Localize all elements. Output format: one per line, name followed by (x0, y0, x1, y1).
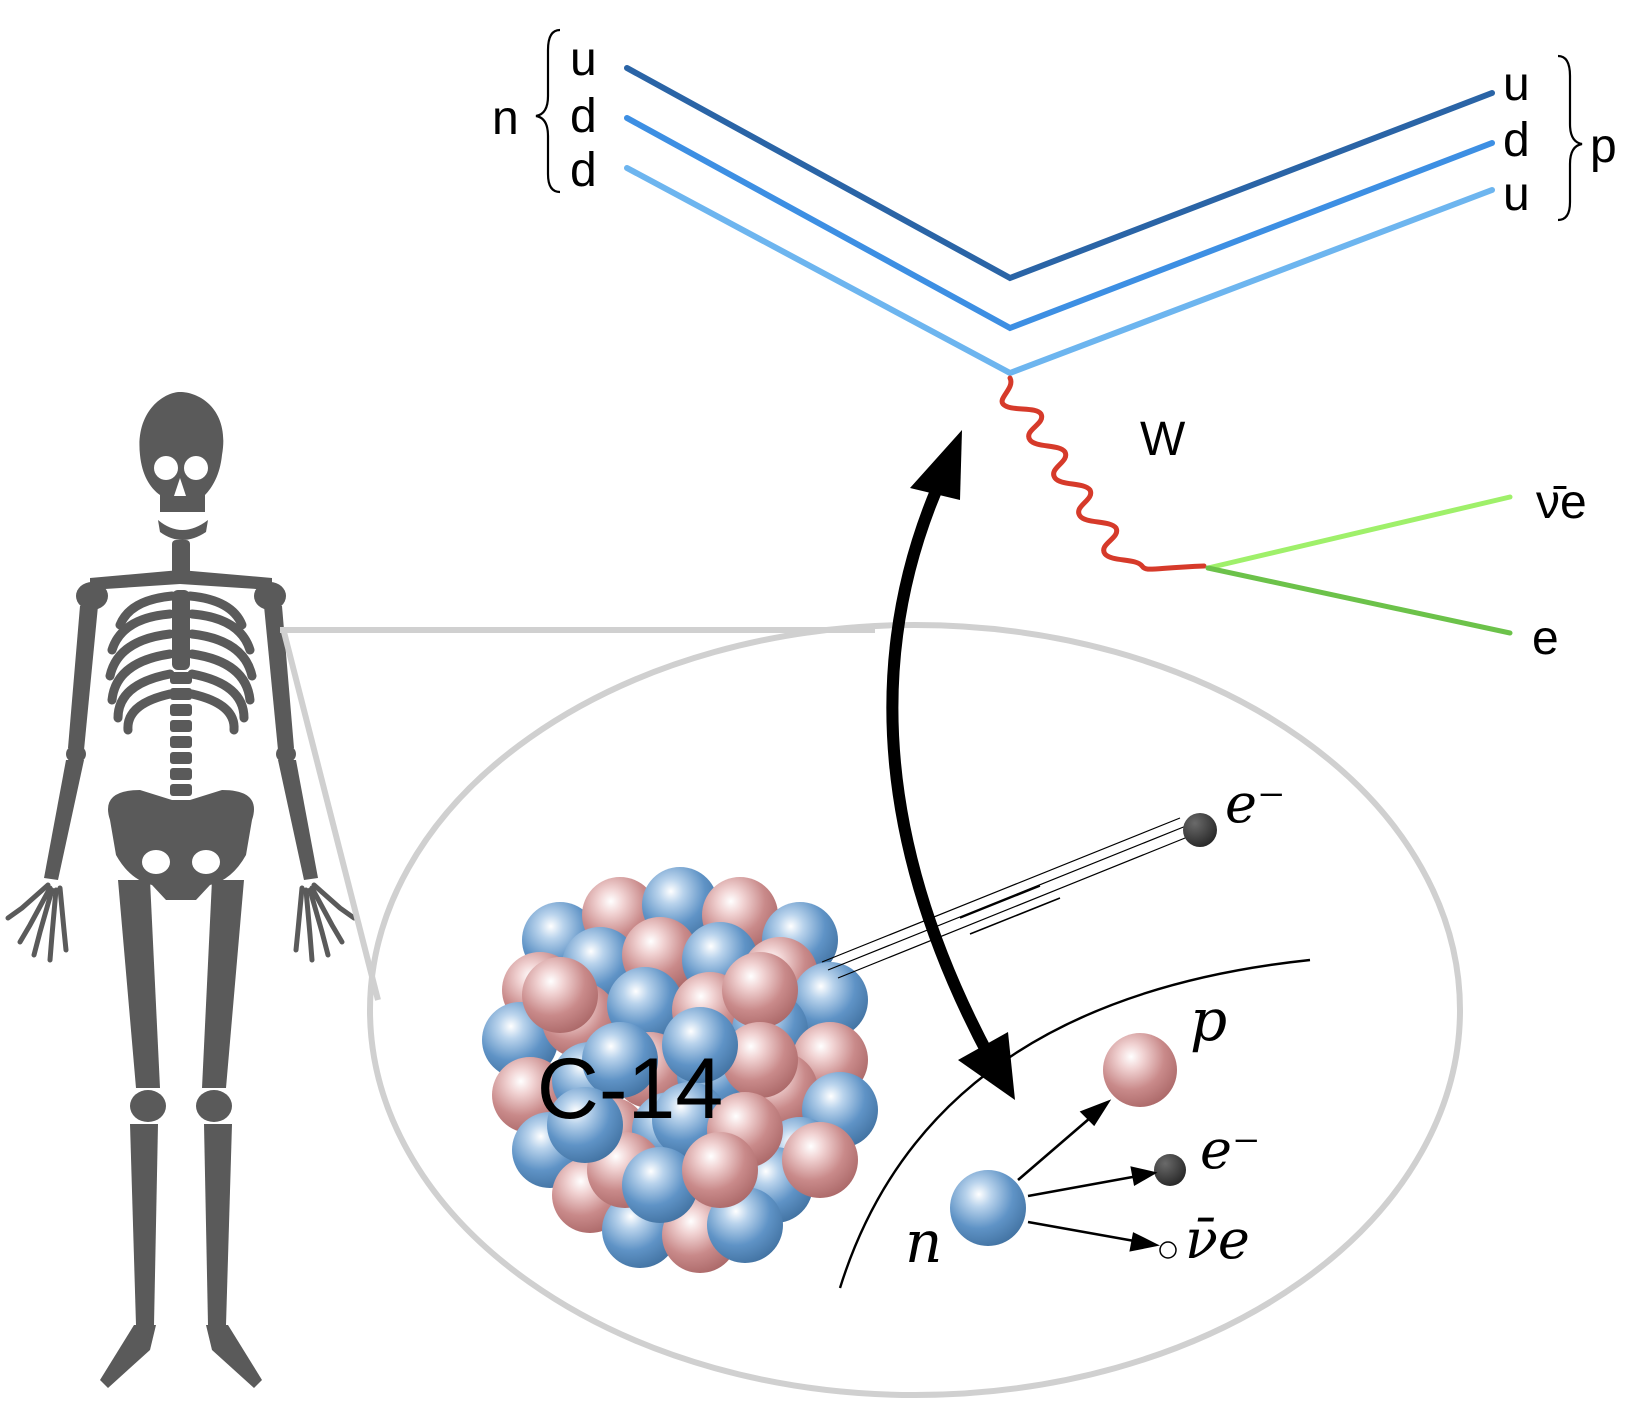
upper-arm-left (68, 606, 98, 750)
decay-antineutrino-label: ν̄e (1185, 1208, 1250, 1271)
antineutrino-label: ν̄e (1536, 476, 1587, 529)
decay-neutron (950, 1170, 1026, 1246)
eye-socket-right (184, 456, 208, 480)
magnifier-line-bottom (281, 631, 381, 1001)
decay-proton-label: p (1190, 986, 1227, 1054)
arrow-to-proton-head (1079, 1099, 1112, 1127)
tibia-left (130, 1124, 158, 1325)
ribcage (105, 591, 257, 735)
decay-neutron-label: n (905, 1208, 942, 1276)
nucleus-proton (782, 1122, 858, 1198)
proton-brace (1557, 54, 1583, 222)
spine (170, 672, 192, 796)
shoulder-left (76, 582, 108, 610)
skull (139, 392, 224, 515)
neck (172, 540, 190, 576)
decay-arrows (1017, 1099, 1160, 1252)
neutron-quark-group-label: n (492, 92, 519, 145)
pelvis-hole-left (142, 850, 170, 874)
carbon-14-nucleus (482, 867, 878, 1273)
electron-label: e (1532, 612, 1559, 665)
neutron-brace (535, 28, 561, 194)
arrow-to-electron-head (1130, 1166, 1158, 1187)
double-arrow-head-bottom (958, 1032, 1015, 1100)
emitted-electron-label: e⁻ (1225, 772, 1285, 835)
emitted-electron (1183, 813, 1217, 847)
shoulder-right (254, 582, 286, 610)
foot-right (206, 1325, 262, 1388)
electron-trail (821, 817, 1191, 979)
w-boson-line (999, 375, 1207, 572)
feynman-diagram: n u d d u d u p W ν̄e e (492, 28, 1617, 665)
nucleus-proton (682, 1132, 758, 1208)
quark-line-d-to-u (624, 165, 1495, 377)
proton-quark-group-label: p (1590, 120, 1617, 173)
magnifier-circle (367, 622, 1463, 1398)
elbow-left (66, 745, 86, 763)
upper-arm-right (264, 606, 294, 750)
electron-line (1205, 565, 1513, 636)
quark-lines (624, 65, 1495, 377)
nucleus-neutron (792, 962, 868, 1038)
neutron-quark-3: d (570, 144, 597, 197)
jaw (158, 520, 208, 540)
femur-left (118, 880, 160, 1088)
nose-cavity (174, 478, 186, 496)
magnifier (280, 622, 1463, 1398)
hand-left (5, 882, 69, 963)
skeleton-figure (5, 392, 357, 1388)
neutron-quark-1: u (570, 33, 597, 86)
nucleus-neutron (547, 1087, 623, 1163)
femur-right (202, 880, 244, 1088)
nucleus-neutron (622, 1147, 698, 1223)
zoom-double-arrow (886, 430, 1015, 1100)
proton-quark-1: u (1503, 58, 1530, 111)
pelvis (108, 790, 254, 900)
nucleus-proton (722, 952, 798, 1028)
sternum (172, 590, 190, 670)
decay-antineutrino (1159, 1241, 1177, 1259)
w-boson-label: W (1140, 413, 1186, 466)
pelvis-hole-right (192, 850, 220, 874)
double-arrow-head-top (910, 430, 962, 500)
nucleus-neutron (582, 1022, 658, 1098)
clavicles (90, 570, 272, 590)
nucleus-proton (722, 1022, 798, 1098)
quark-line-d (624, 115, 1495, 332)
knee-right (196, 1090, 232, 1122)
elbow-right (276, 745, 296, 763)
decay-electron (1154, 1154, 1186, 1186)
neutron-quark-2: d (570, 90, 597, 143)
decay-electron-label: e⁻ (1200, 1118, 1260, 1181)
nucleus-proton (522, 957, 598, 1033)
knee-left (130, 1090, 166, 1122)
forearm-left (44, 760, 84, 880)
foot-left (100, 1325, 156, 1388)
hand-right (293, 882, 357, 963)
antineutrino-line (1205, 494, 1513, 571)
tibia-right (204, 1124, 232, 1325)
decay-proton (1103, 1033, 1177, 1107)
nucleus-neutron (662, 1007, 738, 1083)
nucleus-label: C-14 (537, 1041, 723, 1137)
quark-line-u (624, 65, 1495, 282)
teeth (160, 512, 206, 522)
proton-quark-2: d (1503, 114, 1530, 167)
arrow-to-antineutrino-head (1129, 1232, 1160, 1252)
eye-socket-left (154, 456, 178, 480)
proton-quark-3: u (1503, 168, 1530, 221)
forearm-right (278, 760, 318, 880)
